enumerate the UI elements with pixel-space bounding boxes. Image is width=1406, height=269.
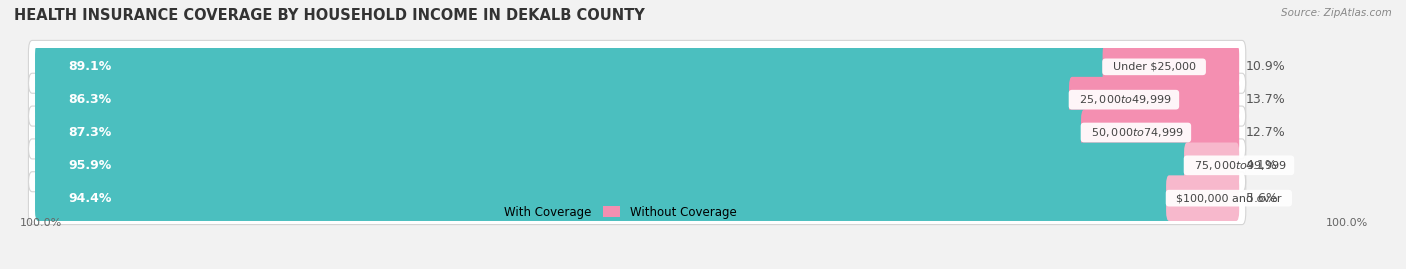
Text: $75,000 to $99,999: $75,000 to $99,999 bbox=[1187, 159, 1291, 172]
FancyBboxPatch shape bbox=[28, 172, 1246, 225]
FancyBboxPatch shape bbox=[1102, 44, 1239, 90]
FancyBboxPatch shape bbox=[1166, 175, 1239, 221]
Text: 10.9%: 10.9% bbox=[1246, 60, 1285, 73]
Text: $50,000 to $74,999: $50,000 to $74,999 bbox=[1084, 126, 1188, 139]
Text: $100,000 and over: $100,000 and over bbox=[1168, 193, 1288, 203]
Text: Source: ZipAtlas.com: Source: ZipAtlas.com bbox=[1281, 8, 1392, 18]
Text: 100.0%: 100.0% bbox=[1326, 218, 1368, 228]
FancyBboxPatch shape bbox=[35, 77, 1076, 122]
Text: 86.3%: 86.3% bbox=[67, 93, 111, 106]
FancyBboxPatch shape bbox=[1069, 77, 1239, 122]
Text: Under $25,000: Under $25,000 bbox=[1105, 62, 1202, 72]
FancyBboxPatch shape bbox=[28, 106, 1246, 159]
FancyBboxPatch shape bbox=[35, 143, 1189, 188]
Legend: With Coverage, Without Coverage: With Coverage, Without Coverage bbox=[471, 201, 741, 223]
Text: 100.0%: 100.0% bbox=[20, 218, 62, 228]
Text: $25,000 to $49,999: $25,000 to $49,999 bbox=[1071, 93, 1175, 106]
FancyBboxPatch shape bbox=[35, 110, 1087, 155]
Text: 89.1%: 89.1% bbox=[67, 60, 111, 73]
FancyBboxPatch shape bbox=[28, 139, 1246, 192]
Text: 94.4%: 94.4% bbox=[67, 192, 111, 205]
Text: 12.7%: 12.7% bbox=[1246, 126, 1285, 139]
Text: HEALTH INSURANCE COVERAGE BY HOUSEHOLD INCOME IN DEKALB COUNTY: HEALTH INSURANCE COVERAGE BY HOUSEHOLD I… bbox=[14, 8, 645, 23]
Text: 87.3%: 87.3% bbox=[67, 126, 111, 139]
Text: 4.1%: 4.1% bbox=[1246, 159, 1278, 172]
FancyBboxPatch shape bbox=[35, 175, 1173, 221]
FancyBboxPatch shape bbox=[28, 73, 1246, 126]
Text: 95.9%: 95.9% bbox=[67, 159, 111, 172]
FancyBboxPatch shape bbox=[1184, 143, 1239, 188]
Text: 13.7%: 13.7% bbox=[1246, 93, 1285, 106]
Text: 5.6%: 5.6% bbox=[1246, 192, 1278, 205]
FancyBboxPatch shape bbox=[35, 44, 1108, 90]
FancyBboxPatch shape bbox=[28, 40, 1246, 93]
FancyBboxPatch shape bbox=[1081, 110, 1239, 155]
